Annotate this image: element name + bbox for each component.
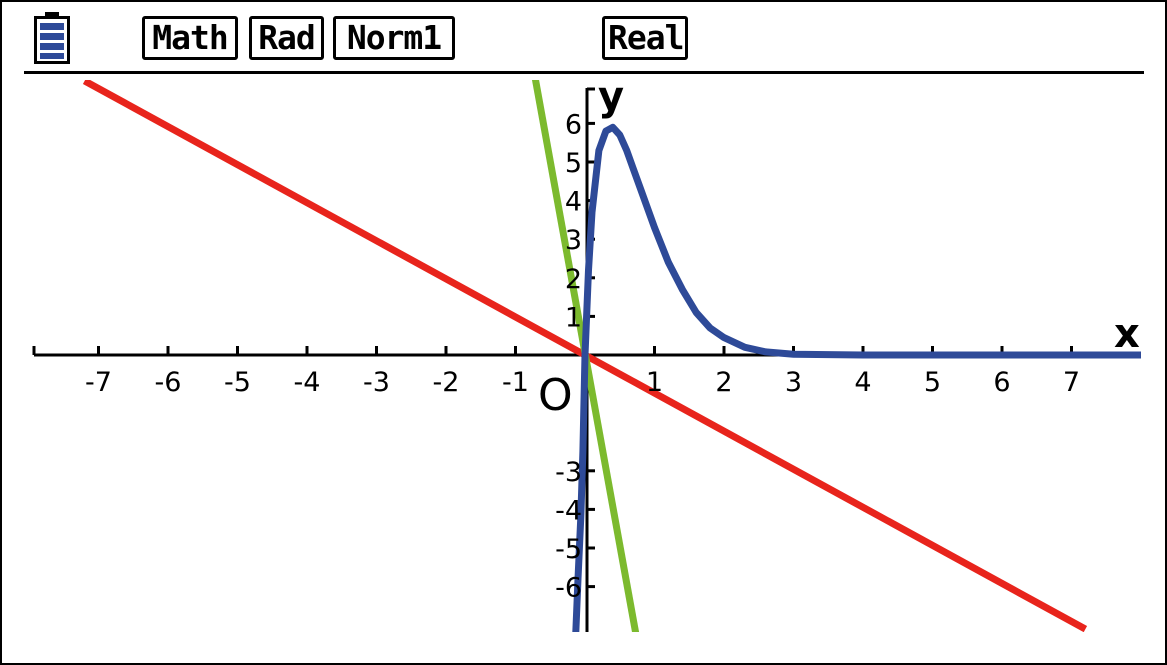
x-tick-label: -1: [502, 367, 529, 398]
y-tick-label: 1: [565, 302, 582, 333]
x-tick-label: 2: [715, 367, 732, 398]
x-tick-label: 6: [993, 367, 1010, 398]
y-tick-label: 5: [565, 148, 582, 179]
x-axis-label: x: [1114, 311, 1140, 357]
x-tick-label: -3: [363, 367, 390, 398]
y-tick-label: -6: [555, 573, 582, 604]
angle-unit-indicator: Rad: [249, 16, 324, 60]
x-tick-label: -7: [85, 367, 112, 398]
y-tick-label: 6: [565, 109, 582, 140]
status-bar: Math Rad Norm1 Real: [2, 2, 1165, 74]
complex-mode-indicator: Real: [602, 16, 688, 60]
display-format-indicator: Norm1: [333, 16, 455, 60]
input-mode-indicator: Math: [142, 16, 238, 60]
y-tick-label: -3: [555, 457, 582, 488]
battery-icon: [34, 12, 70, 64]
x-tick-label: -2: [433, 367, 460, 398]
blue-curve-graph: [572, 123, 1141, 632]
y-tick-label: 4: [565, 187, 582, 218]
y-axis-label: y: [598, 74, 624, 120]
status-divider: [24, 71, 1144, 74]
x-tick-label: 5: [924, 367, 941, 398]
y-tick-label: -4: [555, 495, 582, 526]
tick-labels: -7 -6 -5 -4 -3 -2 -1 1 2 3 4 5 6 7 -6 -5 -4 -3 1 2 3 4 5 6: [85, 109, 1080, 603]
x-tick-label: -4: [294, 367, 321, 398]
x-tick-label: 7: [1063, 367, 1080, 398]
y-tick-label: 2: [565, 264, 582, 295]
graph-curves: [82, 80, 1141, 632]
x-tick-label: -5: [224, 367, 251, 398]
y-tick-label: 3: [565, 225, 582, 256]
x-tick-label: -6: [155, 367, 182, 398]
x-tick-label: 3: [785, 367, 802, 398]
x-tick-label: 4: [854, 367, 871, 398]
origin-label: O: [538, 370, 573, 421]
x-tick-label: 1: [646, 367, 663, 398]
y-tick-label: -5: [555, 534, 582, 565]
